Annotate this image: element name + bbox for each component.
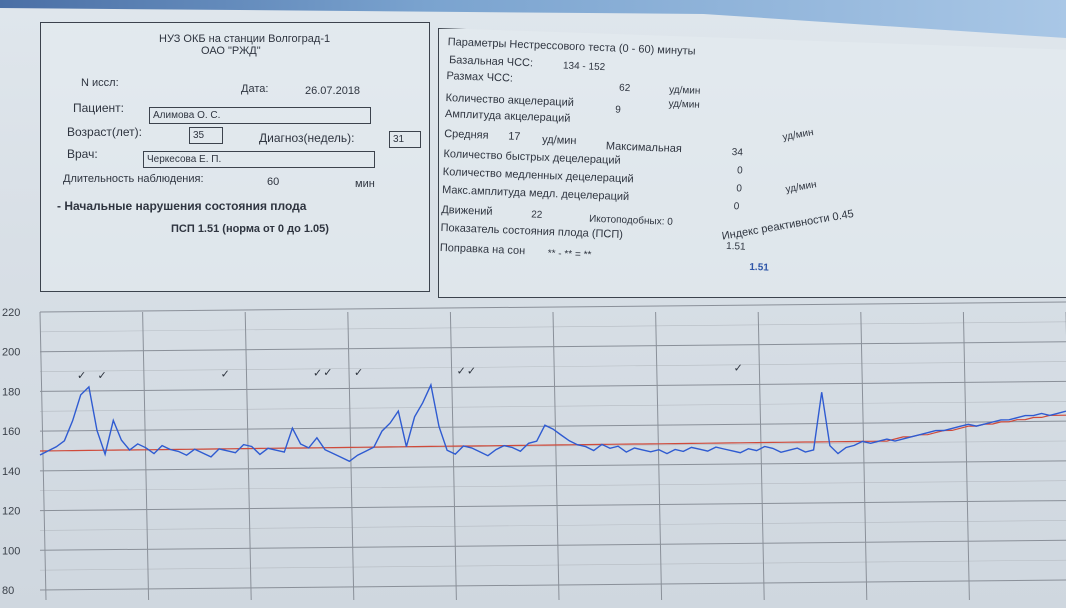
max-label: Максимальная	[605, 140, 683, 156]
patient-field: Алимова О. С.	[149, 107, 371, 124]
accel-count-label: Количество акцелераций	[445, 92, 575, 109]
grid-hline	[39, 559, 1066, 571]
avg-label: Средняя	[444, 128, 489, 142]
acceleration-check-mark: ✓	[467, 364, 476, 377]
date-value: 26.07.2018	[305, 85, 361, 97]
grid-hline	[39, 361, 1066, 372]
fast-decel-value: 0	[736, 165, 743, 177]
range-label: Размах ЧСС:	[446, 70, 514, 85]
fhr-trace-line	[39, 382, 1066, 463]
acceleration-check-mark: ✓	[98, 369, 107, 382]
acceleration-check-mark: ✓	[457, 365, 466, 378]
avg-value: 17	[507, 130, 521, 143]
grid-vline	[142, 311, 150, 600]
diagnosis-field: 31	[389, 131, 421, 148]
grid-vline	[39, 311, 47, 600]
grid-vline	[347, 311, 355, 600]
grid-hline	[39, 460, 1066, 472]
age-label: Возраст(лет):	[67, 125, 142, 139]
grid-hline	[39, 520, 1066, 531]
grid-vline	[655, 311, 663, 600]
state-value: 1.51	[725, 240, 746, 253]
grid-hline	[39, 420, 1066, 432]
acceleration-check-mark: ✓	[313, 366, 322, 379]
grid-vline	[962, 311, 970, 600]
y-tick-label: 180	[2, 386, 20, 398]
grid-hline	[39, 400, 1066, 412]
sleep-label: Поправка на сон	[439, 241, 526, 258]
patient-label: Пациент:	[73, 101, 125, 115]
duration-unit: мин	[355, 178, 375, 190]
acceleration-check-mark: ✓	[221, 367, 230, 380]
study-number-label: N иссл:	[81, 77, 119, 89]
grid-vline	[244, 311, 252, 600]
sleep-value: ** - ** = **	[547, 248, 592, 261]
acceleration-check-mark: ✓	[77, 369, 86, 382]
baseline-line	[39, 414, 1066, 452]
final-psp-value: 1.51	[749, 261, 770, 274]
grid-hline	[39, 380, 1066, 392]
slow-decel-label: Количество медленных децелераций	[442, 165, 634, 186]
grid-vline	[757, 311, 765, 600]
grid-vline	[860, 311, 868, 600]
y-tick-label: 220	[2, 307, 20, 319]
y-tick-label: 120	[2, 506, 20, 518]
slow-decel-value: 0	[736, 183, 743, 195]
movements-label: Движений	[441, 203, 493, 218]
movements-value: 22	[530, 209, 543, 221]
y-tick-label: 140	[2, 466, 20, 478]
accel-unit: уд/мин	[668, 98, 701, 111]
grid-hline	[39, 341, 1066, 353]
range-unit: уд/мин	[668, 84, 701, 97]
accel-count-value: 9	[615, 104, 622, 116]
acceleration-check-mark: ✓	[354, 366, 363, 379]
grid-hline	[39, 539, 1066, 551]
duration-value: 60	[267, 176, 280, 188]
grid-hline	[39, 480, 1066, 492]
duration-label: Длительность наблюдения:	[63, 173, 204, 185]
doctor-field: Черкесова Е. П.	[143, 151, 375, 168]
date-label: Дата:	[241, 83, 269, 95]
conclusion-text: - Начальные нарушения состояния плода	[57, 199, 307, 213]
acceleration-check-mark: ✓	[734, 361, 743, 374]
diagnosis-label: Диагноз(недель):	[259, 131, 355, 145]
basal-value: 134 - 152	[562, 60, 606, 74]
max-decel-amp-value: 0	[733, 201, 740, 213]
age-field: 35	[189, 127, 223, 144]
acceleration-check-mark: ✓	[323, 366, 332, 379]
max-decel-amp-unit: уд/мин	[784, 179, 818, 196]
accel-amp-label: Амплитуда акцелераций	[444, 108, 571, 125]
grid-vline	[449, 311, 457, 600]
y-tick-label: 80	[2, 585, 14, 597]
y-tick-labels: 220 200 180 160 140 120 100 80	[2, 307, 20, 597]
doctor-label: Врач:	[67, 147, 98, 161]
psp-norm-text: ПСП 1.51 (норма от 0 до 1.05)	[171, 223, 329, 235]
avg-unit: уд/мин	[541, 133, 577, 148]
grid-hline	[39, 500, 1066, 512]
acceleration-marks: ✓ ✓ ✓ ✓ ✓ ✓ ✓ ✓ ✓	[77, 361, 743, 382]
org-line1: НУЗ ОКБ на станции Волгоград-1	[159, 33, 331, 45]
ikoto-label: Икотоподобных: 0	[588, 213, 673, 228]
max-value: 34	[731, 147, 744, 159]
basal-label: Базальная ЧСС:	[448, 54, 534, 70]
grid-hline	[39, 579, 1066, 591]
reactivity-label: Индекс реактивности 0.45	[720, 207, 855, 243]
y-tick-label: 100	[2, 545, 20, 557]
patient-panel: НУЗ ОКБ на станции Волгоград-1 ОАО "РЖД"…	[40, 22, 430, 292]
y-tick-label: 160	[2, 426, 20, 438]
grid-hline	[39, 301, 1066, 313]
max-decel-amp-label: Макс.амплитуда медл. децелераций	[441, 183, 630, 204]
max-unit: уд/мин	[781, 127, 815, 144]
fast-decel-label: Количество быстрых децелераций	[443, 147, 621, 167]
y-tick-label: 200	[2, 347, 20, 359]
params-panel	[438, 28, 1066, 298]
params-content: Параметры Нестрессового теста (0 - 60) м…	[436, 36, 1065, 316]
range-value: 62	[618, 82, 631, 95]
chart-grid	[39, 301, 1066, 600]
org-line2: ОАО "РЖД"	[201, 45, 261, 57]
grid-vline	[552, 311, 560, 600]
